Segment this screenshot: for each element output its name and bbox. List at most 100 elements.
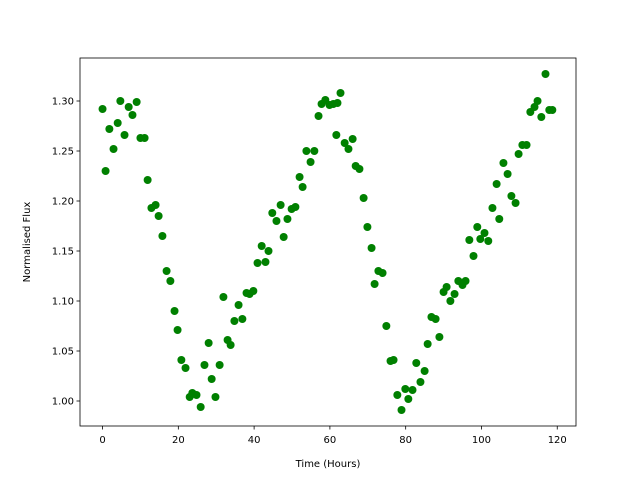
point xyxy=(116,97,125,105)
point xyxy=(154,212,163,220)
point xyxy=(140,134,149,142)
point xyxy=(132,98,141,106)
point xyxy=(181,364,190,372)
point xyxy=(204,339,213,347)
point xyxy=(488,204,497,212)
point xyxy=(268,209,277,217)
point xyxy=(192,391,201,399)
point xyxy=(537,113,546,121)
point xyxy=(234,301,243,309)
point xyxy=(340,139,349,147)
point xyxy=(109,145,118,153)
point xyxy=(105,125,114,133)
point xyxy=(261,258,270,266)
point xyxy=(151,201,160,209)
point xyxy=(363,223,372,231)
point xyxy=(511,199,520,207)
point xyxy=(533,97,542,105)
point xyxy=(162,267,171,275)
point xyxy=(332,131,341,139)
x-tick-label: 100 xyxy=(472,435,491,446)
point xyxy=(128,111,137,119)
point xyxy=(279,233,288,241)
point xyxy=(507,192,516,200)
point xyxy=(370,280,379,288)
point xyxy=(389,356,398,364)
point xyxy=(196,403,205,411)
point xyxy=(166,277,175,285)
point xyxy=(503,170,512,178)
point xyxy=(541,70,550,78)
plot-frame xyxy=(79,57,577,427)
point xyxy=(450,290,459,298)
point xyxy=(249,287,258,295)
point xyxy=(283,215,292,223)
point xyxy=(215,361,224,369)
point xyxy=(264,247,273,255)
y-tick-label: 1.15 xyxy=(52,247,74,258)
point xyxy=(295,173,304,181)
point xyxy=(495,215,504,223)
point xyxy=(423,340,432,348)
point xyxy=(461,277,470,285)
point xyxy=(431,315,440,323)
y-tick-label: 1.30 xyxy=(52,97,74,108)
point xyxy=(253,259,262,267)
point xyxy=(378,269,387,277)
x-tick-label: 60 xyxy=(324,435,337,446)
y-axis-label: Normalised Flux xyxy=(22,202,33,283)
point xyxy=(397,406,406,414)
point xyxy=(401,385,410,393)
point xyxy=(207,375,216,383)
y-tick-label: 1.25 xyxy=(52,147,74,158)
point xyxy=(302,147,311,155)
x-axis-label: Time (Hours) xyxy=(295,459,361,470)
point xyxy=(465,236,474,244)
point xyxy=(298,183,307,191)
point xyxy=(177,356,186,364)
point xyxy=(480,229,489,237)
point xyxy=(408,386,417,394)
y-tick-label: 1.05 xyxy=(52,347,74,358)
point xyxy=(336,89,345,97)
point xyxy=(522,141,531,149)
x-tick-label: 80 xyxy=(399,435,412,446)
point xyxy=(101,167,110,175)
point xyxy=(492,180,501,188)
point xyxy=(435,333,444,341)
point xyxy=(200,361,209,369)
point xyxy=(219,293,228,301)
point xyxy=(499,159,508,167)
point xyxy=(257,242,266,250)
point xyxy=(412,359,421,367)
point xyxy=(355,165,364,173)
point xyxy=(120,131,129,139)
point xyxy=(158,232,167,240)
point xyxy=(344,145,353,153)
point xyxy=(306,158,315,166)
point xyxy=(442,283,451,291)
point xyxy=(238,315,247,323)
point xyxy=(230,317,239,325)
point xyxy=(211,393,220,401)
point xyxy=(469,252,478,260)
point xyxy=(367,244,376,252)
x-tick-label: 120 xyxy=(548,435,567,446)
y-tick-label: 1.00 xyxy=(52,397,74,408)
point xyxy=(310,147,319,155)
point xyxy=(333,99,342,107)
point xyxy=(173,326,182,334)
x-tick-label: 20 xyxy=(172,435,185,446)
point xyxy=(548,106,557,114)
point xyxy=(226,341,235,349)
y-tick-label: 1.20 xyxy=(52,197,74,208)
point xyxy=(348,135,357,143)
point xyxy=(382,322,391,330)
point xyxy=(416,378,425,386)
point xyxy=(393,391,402,399)
point xyxy=(530,103,539,111)
y-tick-label: 1.10 xyxy=(52,297,74,308)
point xyxy=(314,112,323,120)
x-tick-label: 0 xyxy=(99,435,105,446)
